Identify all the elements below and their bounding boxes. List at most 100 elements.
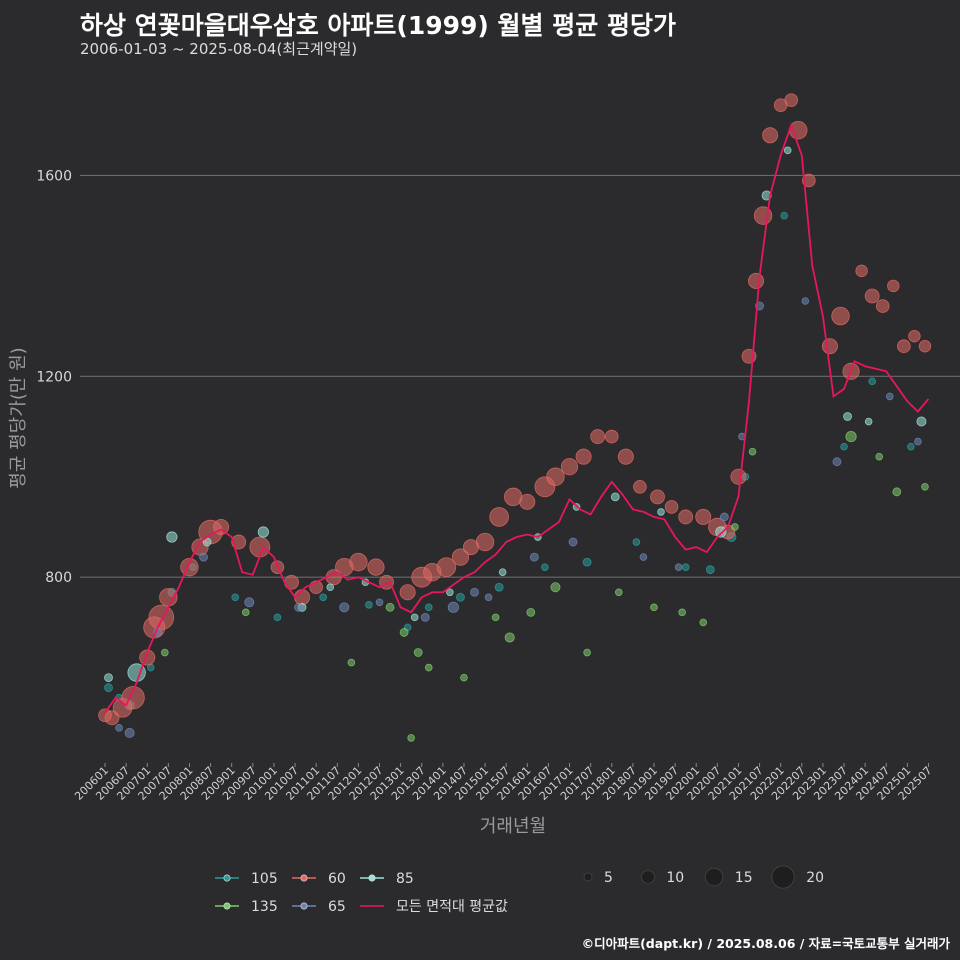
scatter-point-65 [529,552,539,562]
scatter-point-65 [339,602,350,613]
scatter-point-85 [610,492,620,502]
scatter-point-65 [885,392,894,401]
legend-key-dot [300,902,308,910]
scatter-point-60 [546,467,565,486]
scatter-point-135 [385,602,395,612]
scatter-point-135 [583,648,591,657]
scatter-point-135 [460,673,468,682]
scatter-point-60 [918,339,932,353]
scatter-point-60 [231,534,247,550]
legend-key-dot [223,874,231,882]
scatter-point-135 [921,483,929,491]
scatter-point-135 [845,430,857,443]
scatter-point-60 [367,558,385,576]
scatter-point-85 [783,146,792,155]
size-legend-label: 20 [806,870,824,886]
scatter-point-85 [657,508,665,516]
scatter-point-60 [489,507,509,527]
scatter-point-135 [491,613,500,622]
legend: 105 60 85 135 65 모든 면적대 평균값 5 10 15 20 [215,865,824,915]
x-axis-title: 거래년월 [480,816,546,837]
scatter-point-60 [284,574,299,590]
scatter-point-135 [241,608,250,617]
scatter-point-85 [715,526,727,538]
scatter-point-135 [407,734,415,742]
scatter-point-60 [748,272,765,289]
average-line-group [104,122,930,714]
scatter-point-60 [855,264,868,278]
scatter-point-105 [541,563,549,571]
scatter-point-105 [273,613,282,622]
scatter-point-105 [582,557,592,567]
size-legend-circle [704,867,724,887]
scatter-point-105 [424,603,433,612]
scatter-point-65 [294,602,303,612]
scatter-point-135 [161,648,169,657]
y-axis-ticks: 800 1200 1600 [36,168,72,586]
scatter-point-105 [319,593,327,602]
scatter-point-65 [568,537,578,547]
scatter-point-105 [494,582,504,592]
scatter-point-60 [695,508,712,525]
size-legend-circle [583,872,593,882]
scatter-point-135 [614,588,623,597]
scatter-point-85 [916,416,927,427]
scatter-point-60 [784,93,799,107]
scatter-point-65 [639,553,648,561]
scatter-point-135 [875,452,884,461]
scatter-point-60 [451,548,470,566]
scatter-point-135 [413,648,423,657]
scatter-point-65 [484,593,493,602]
scatter-point-60 [753,206,773,225]
y-tick-label: 1200 [36,369,72,385]
scatter-point-65 [375,598,384,607]
scatter-point-105 [780,211,788,220]
chart-title: 하상 연꽃마을대우삼호 아파트(1999) 월별 평균 평당가 [80,11,676,40]
legend-label: 85 [396,871,414,887]
scatter-point-60 [475,532,495,552]
y-tick-label: 800 [45,570,72,586]
scatter-point-60 [664,500,679,514]
scatter-point-85 [843,412,852,421]
scatter-point-60 [762,127,779,144]
size-legend-circle [771,865,795,889]
scatter-point-105 [868,377,876,386]
scatter-point-105 [681,563,690,571]
x-axis-ticks: 2006012006072007012007072008012008072009… [72,763,935,803]
scatter-point-135 [399,628,409,637]
scatter-point-65 [447,601,459,613]
y-axis-title: 평균 평당가(만 원) [8,347,29,488]
scatter-point-85 [864,417,873,426]
scatter-point-105 [365,601,373,609]
scatter-point-135 [892,487,902,497]
scatter-point-105 [231,593,240,602]
legend-key-dot [223,902,231,910]
scatter-point-60 [678,509,694,525]
scatter-point-135 [424,663,433,672]
scatter-point-65 [470,587,479,597]
scatter-point-60 [294,589,311,606]
scatter-point-60 [802,173,816,188]
chart-subtitle: 2006-01-03 ~ 2025-08-04(최근계약일) [80,40,358,58]
legend-label: 모든 면적대 평균값 [396,899,508,915]
scatter-point-135 [526,607,536,617]
scatter-point-85 [166,531,178,543]
scatter-point-60 [560,458,579,476]
scatter-point-135 [650,603,658,612]
scatter-point-65 [832,457,842,467]
scatter-point-65 [115,724,123,732]
scatter-point-60 [633,480,647,494]
scatter-point-85 [257,526,269,538]
scatter-point-60 [864,288,880,304]
scatter-point-105 [104,683,113,693]
scatter-point-65 [674,563,683,571]
scatter-point-60 [730,468,747,485]
scatter-point-60 [617,448,634,465]
scatter-point-65 [719,512,729,522]
legend-key-dot [300,874,308,882]
y-tick-label: 1600 [36,168,72,184]
legend-label: 65 [328,899,346,915]
gridlines [80,174,960,578]
scatter-point-135 [748,447,757,456]
